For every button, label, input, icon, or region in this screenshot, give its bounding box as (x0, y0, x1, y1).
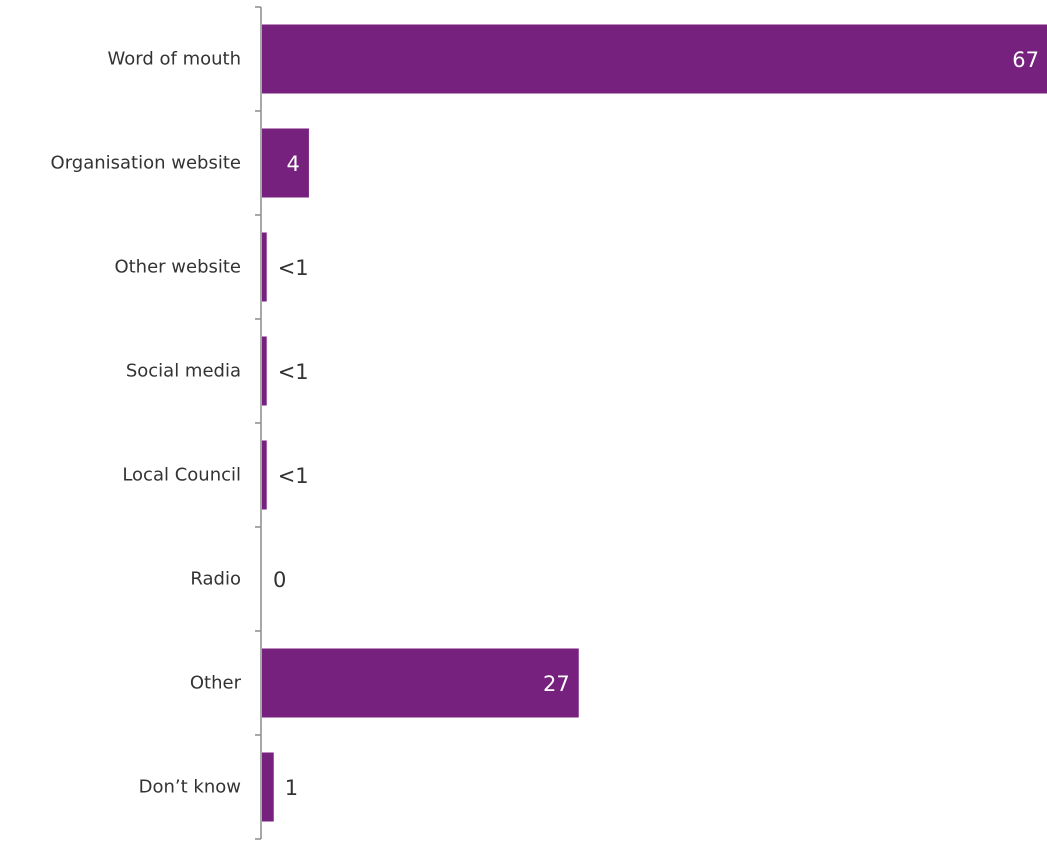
category-label-local-council: Local Council (122, 465, 241, 486)
bar-local-council (262, 440, 267, 510)
value-label-don-t-know: 1 (285, 776, 298, 800)
category-label-other-website: Other website (114, 257, 241, 278)
category-label-don-t-know: Don’t know (139, 777, 241, 798)
value-label-other: 27 (543, 672, 570, 696)
value-labels-group: 67 4 <1 <1 <1 0 27 1 (273, 48, 1039, 800)
category-label-word-of-mouth: Word of mouth (108, 49, 241, 70)
bar-other-website (262, 232, 267, 302)
category-label-other: Other (190, 673, 242, 694)
bar-other (262, 648, 579, 718)
value-label-other-website: <1 (278, 256, 309, 280)
value-label-social-media: <1 (278, 360, 309, 384)
bar-word-of-mouth (262, 24, 1047, 94)
bar-organisation-website (262, 128, 309, 198)
category-label-social-media: Social media (126, 361, 241, 382)
category-label-radio: Radio (190, 569, 241, 590)
value-label-local-council: <1 (278, 464, 309, 488)
category-labels-group: Word of mouth Organisation website Other w… (51, 49, 242, 798)
category-label-organisation-website: Organisation website (51, 153, 241, 174)
value-label-word-of-mouth: 67 (1012, 48, 1039, 72)
value-label-radio: 0 (273, 568, 286, 592)
value-label-organisation-website: 4 (287, 152, 300, 176)
bars-group (262, 24, 1047, 822)
bar-social-media (262, 336, 267, 406)
bar-don-t-know (262, 752, 274, 822)
y-axis (255, 6, 262, 840)
